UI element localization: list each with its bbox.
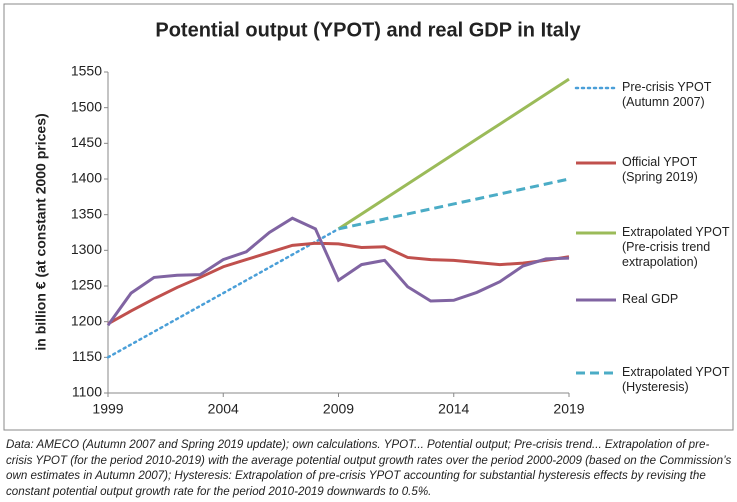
series-line [106, 216, 570, 327]
x-tick-label: 2004 [208, 401, 239, 417]
y-tick-label: 1450 [71, 134, 102, 150]
series-line [337, 77, 570, 231]
y-tick-label: 1250 [71, 277, 102, 293]
x-tick-label: 2019 [553, 401, 584, 417]
chart-frame [3, 3, 734, 431]
x-tick-label: 1999 [92, 401, 123, 417]
series-line [106, 227, 340, 359]
x-tick-label: 2009 [323, 401, 354, 417]
x-tick-label: 2014 [438, 401, 469, 417]
y-tick-label: 1350 [71, 205, 102, 221]
y-tick-label: 1500 [71, 98, 102, 114]
y-tick-label: 1400 [71, 170, 102, 186]
chart-title: Potential output (YPOT) and real GDP in … [155, 19, 581, 41]
legend-label: Pre-crisis YPOT (Autumn 2007) [622, 80, 712, 109]
legend-label: Extrapolated YPOT (Hysteresis) [622, 365, 730, 394]
y-tick-label: 1200 [71, 312, 102, 328]
y-axis-label: in billion € (at constant 2000 prices) [33, 113, 49, 350]
footnote: Data: AMECO (Autumn 2007 and Spring 2019… [6, 438, 732, 498]
legend-label: Official YPOT (Spring 2019) [622, 155, 698, 184]
legend-label: Extrapolated YPOT (Pre-crisis trend extr… [622, 225, 730, 269]
series-line [107, 241, 570, 326]
y-tick-label: 1300 [71, 241, 102, 257]
y-tick-label: 1100 [72, 384, 102, 400]
y-tick-label: 1550 [71, 63, 102, 79]
legend-label: Real GDP [622, 292, 679, 306]
series-line [338, 177, 570, 231]
y-tick-label: 1150 [72, 348, 102, 364]
